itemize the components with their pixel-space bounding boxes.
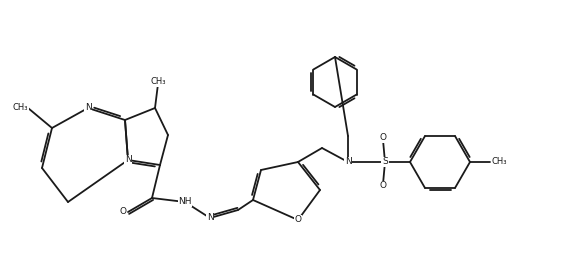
Text: O: O (119, 207, 126, 217)
Text: O: O (380, 181, 387, 191)
Text: CH₃: CH₃ (150, 77, 166, 87)
Text: O: O (380, 133, 387, 142)
Text: O: O (294, 216, 302, 224)
Text: NH: NH (178, 198, 192, 206)
Text: N: N (125, 155, 132, 165)
Text: CH₃: CH₃ (492, 158, 508, 166)
Text: N: N (344, 158, 351, 166)
Text: N: N (207, 213, 213, 223)
Text: CH₃: CH₃ (13, 103, 28, 113)
Text: N: N (85, 103, 91, 113)
Text: S: S (382, 158, 388, 166)
